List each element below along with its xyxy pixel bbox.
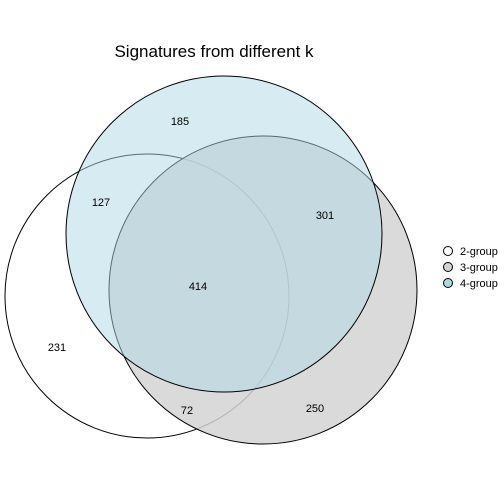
region-counts: 231 250 185 72 127 301 414 [48,116,334,417]
region-count-3-and-4: 301 [316,210,334,222]
region-count-all-three: 414 [189,281,207,293]
legend: 2-group 3-group 4-group [443,246,498,290]
region-count-2-and-4: 127 [92,197,110,209]
chart-title: Signatures from different k [114,42,314,61]
legend-label-2-group: 2-group [460,246,498,258]
region-count-only-4: 185 [171,116,189,128]
legend-swatch-4-group [443,278,453,288]
region-count-2-and-3: 72 [181,405,193,417]
legend-label-3-group: 3-group [460,262,498,274]
venn-circles [4,75,418,445]
legend-swatch-2-group [443,246,453,256]
circle-4-group [65,75,383,393]
region-count-only-2: 231 [48,342,66,354]
legend-label-4-group: 4-group [460,278,498,290]
region-count-only-3: 250 [306,403,324,415]
legend-swatch-3-group [443,262,453,272]
